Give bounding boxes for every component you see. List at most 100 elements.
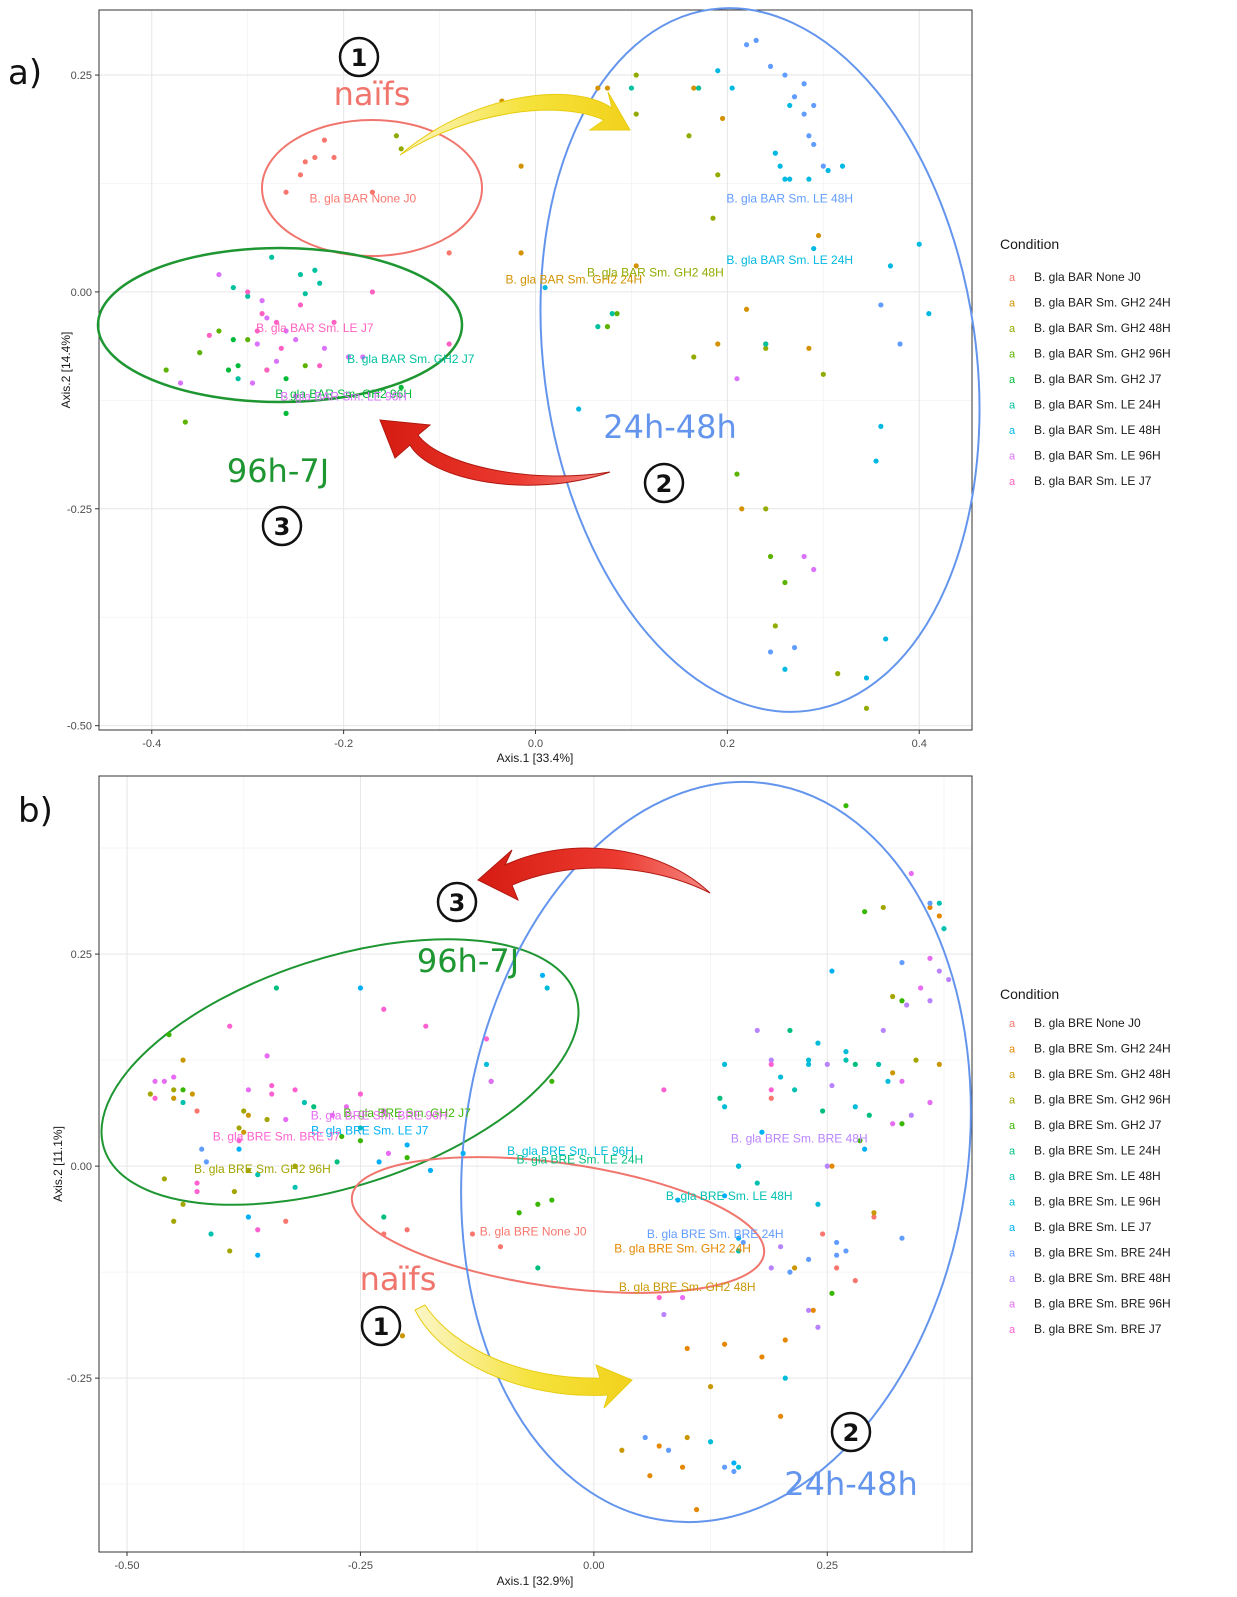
data-point (754, 1027, 760, 1034)
svg-text:2: 2 (656, 470, 673, 498)
data-point (843, 1049, 849, 1055)
data-point (815, 1040, 821, 1046)
data-point (927, 998, 933, 1004)
legend-item-label: B. gla BRE Sm. LE 48H (1034, 1169, 1161, 1183)
data-point (843, 1057, 849, 1063)
data-point (811, 141, 817, 148)
data-point (404, 1155, 410, 1161)
marker-2-b: 2 (830, 1411, 872, 1453)
legend-item-label: B. gla BAR Sm. GH2 96H (1034, 347, 1171, 361)
legend-item-label: B. gla BAR Sm. GH2 24H (1034, 296, 1171, 310)
data-point (206, 332, 212, 338)
legend-key: a (1009, 374, 1016, 386)
data-point (171, 1074, 177, 1080)
data-point (264, 1053, 270, 1059)
data-point (197, 350, 203, 356)
group-label: B. gla BRE Sm. BRE 24H (647, 1227, 784, 1241)
data-point (899, 998, 905, 1004)
data-point (469, 1231, 476, 1237)
legend-item-label: B. gla BAR Sm. LE 48H (1034, 423, 1161, 437)
group-label: B. gla BAR Sm. GH2 96H (275, 387, 412, 401)
marker-3-b: 3 (436, 881, 478, 923)
data-point (180, 1201, 186, 1207)
data-point (255, 1227, 261, 1233)
legend-key: a (1009, 1197, 1016, 1209)
data-point (863, 705, 870, 711)
data-point (777, 1244, 784, 1250)
data-point (225, 367, 232, 373)
data-point (815, 1201, 821, 1207)
label-naifs-b: naïfs (360, 1260, 437, 1298)
ellipse-early-b (460, 780, 972, 1524)
legend-key: a (1009, 1069, 1016, 1081)
arrow-red-a (379, 419, 611, 486)
data-point (763, 506, 769, 512)
y-tick-label: -0.25 (67, 1373, 92, 1385)
data-point (269, 254, 275, 260)
data-point (885, 1078, 891, 1084)
data-point (899, 1078, 905, 1084)
data-point (182, 419, 188, 425)
data-point (735, 1235, 742, 1241)
data-point (171, 1218, 177, 1224)
data-point (604, 324, 611, 330)
legend-a: Condition a B. gla BAR None J0 a B. gla BAR… (1000, 236, 1171, 488)
legend-item-label: B. gla BAR Sm. LE 96H (1034, 449, 1161, 463)
y-tick-label: 0.25 (71, 949, 92, 961)
data-point (255, 1252, 261, 1258)
svg-text:2: 2 (843, 1419, 860, 1447)
data-point (269, 1082, 275, 1089)
data-point (772, 623, 778, 629)
data-point (772, 150, 778, 156)
data-point (843, 803, 849, 809)
data-point (887, 263, 894, 269)
legend-key: a (1009, 1018, 1016, 1030)
data-point (767, 63, 774, 69)
data-point (806, 1256, 812, 1263)
group-label: B. gla BRE Sm. GH2 48H (619, 1280, 756, 1294)
data-point (161, 1078, 167, 1084)
legend-item-label: B. gla BRE Sm. LE 96H (1034, 1195, 1161, 1209)
x-tick-label: 0.25 (817, 1560, 838, 1572)
data-point (739, 506, 745, 512)
data-point (269, 1091, 275, 1097)
data-point (916, 241, 922, 247)
group-label: B. gla BRE Sm. LE J7 (311, 1124, 429, 1138)
data-point (695, 85, 702, 91)
data-point (862, 1146, 868, 1152)
data-point (292, 1163, 298, 1169)
group-label: B. gla BAR Sm. GH2 24H (506, 272, 643, 286)
data-point (782, 1375, 788, 1381)
data-point (735, 1464, 742, 1470)
data-point (357, 1125, 364, 1131)
legend-key: a (1009, 1248, 1016, 1260)
data-point (259, 298, 265, 304)
data-point (873, 458, 879, 464)
label-early-b: 24h-48h (784, 1465, 918, 1503)
data-point (171, 1087, 177, 1093)
data-point (264, 367, 270, 373)
marker-2-a: 2 (643, 462, 685, 504)
label-late-b: 96h-7J (417, 942, 519, 980)
data-point (460, 1150, 466, 1156)
data-point (152, 1078, 158, 1084)
data-point (815, 1324, 821, 1330)
data-point (331, 319, 337, 325)
data-point (863, 675, 870, 681)
legend-key: a (1009, 1299, 1016, 1311)
data-point (707, 1384, 714, 1390)
y-tick-label: -0.25 (67, 504, 92, 516)
data-point (753, 37, 759, 43)
legend-item-label: B. gla BRE Sm. BRE 96H (1034, 1297, 1171, 1311)
y-axis-title-b: Axis.2 [11.1%] (51, 1126, 65, 1202)
data-point (245, 1167, 251, 1173)
data-point (665, 1447, 672, 1453)
data-point (717, 1095, 723, 1101)
data-point (317, 280, 323, 286)
data-point (614, 311, 620, 317)
data-point (679, 1464, 686, 1470)
y-tick-label: 0.25 (71, 70, 92, 82)
data-point (852, 1104, 858, 1110)
data-point (544, 985, 550, 991)
y-tick-label: -0.50 (67, 721, 92, 733)
